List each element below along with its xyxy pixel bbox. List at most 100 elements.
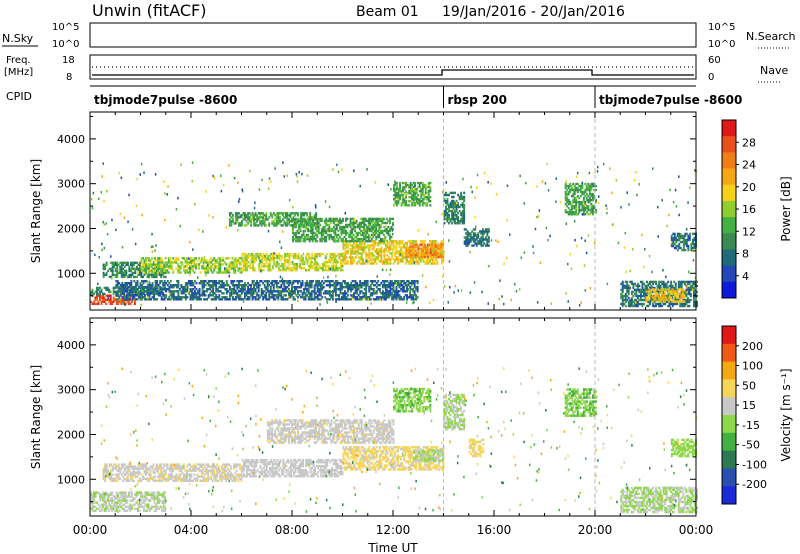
data-cell	[333, 254, 336, 258]
data-cell	[278, 218, 281, 221]
data-cell	[632, 294, 635, 298]
data-cell	[644, 296, 647, 300]
data-cell	[392, 246, 395, 249]
data-cell	[436, 244, 439, 247]
data-cell	[297, 252, 300, 256]
data-cell	[404, 284, 407, 287]
data-cell	[294, 267, 297, 270]
data-cell	[129, 267, 132, 271]
data-cell	[403, 256, 406, 259]
data-cell	[397, 256, 399, 259]
data-cell	[412, 242, 415, 245]
data-cell	[259, 263, 262, 266]
data-cell	[251, 282, 254, 285]
data-cell	[295, 212, 298, 215]
data-cell	[342, 237, 344, 241]
data-cell	[169, 290, 172, 293]
data-cell	[360, 286, 363, 289]
data-cell	[122, 284, 125, 287]
data-cell	[200, 294, 203, 297]
data-cell	[417, 202, 420, 205]
data-cell	[253, 296, 256, 299]
data-cell	[223, 271, 226, 274]
data-cell	[402, 196, 405, 199]
data-cell	[328, 227, 331, 231]
data-cell	[163, 269, 166, 272]
data-cell	[189, 296, 192, 299]
data-cell	[443, 197, 446, 201]
data-cell	[411, 251, 414, 254]
data-cell	[286, 218, 289, 221]
data-cell	[684, 240, 687, 244]
data-cell	[386, 244, 389, 247]
data-cell	[307, 292, 310, 295]
data-cell	[641, 288, 644, 292]
data-cell	[436, 248, 439, 251]
data-cell	[461, 197, 464, 201]
data-cell	[381, 221, 384, 225]
data-cell	[215, 290, 218, 293]
data-cell	[274, 298, 277, 301]
data-cell	[573, 188, 576, 192]
data-cell	[465, 232, 468, 235]
data-cell	[581, 207, 584, 210]
data-cell	[319, 286, 322, 289]
data-cell	[683, 298, 686, 302]
data-cell	[663, 292, 666, 295]
data-cell	[342, 256, 345, 259]
data-cell	[424, 202, 427, 205]
data-cell	[217, 265, 220, 268]
data-cell	[384, 248, 387, 251]
data-cell	[332, 260, 335, 264]
data-cell	[401, 240, 404, 243]
data-cell	[361, 229, 364, 233]
data-cell	[119, 294, 122, 297]
data-cell	[643, 302, 645, 306]
data-cell	[169, 284, 172, 287]
data-cell	[676, 248, 679, 252]
data-cell	[590, 182, 593, 186]
data-cell	[588, 196, 591, 200]
data-cell	[256, 220, 259, 223]
data-cell	[297, 296, 299, 299]
data-cell	[260, 224, 263, 227]
data-cell	[300, 296, 303, 299]
data-cell	[312, 265, 315, 268]
data-cell	[448, 222, 450, 225]
data-cell	[384, 229, 387, 233]
data-cell	[359, 262, 362, 265]
data-cell	[375, 250, 378, 253]
data-cell	[256, 252, 259, 256]
data-cell	[385, 217, 388, 221]
data-cell	[693, 288, 695, 292]
data-cell	[409, 296, 412, 299]
data-cell	[96, 296, 99, 300]
data-cell	[412, 204, 415, 207]
data-cell	[683, 294, 686, 297]
data-cell	[668, 302, 671, 306]
data-cell	[323, 225, 326, 229]
data-cell	[228, 263, 231, 266]
data-cell	[143, 267, 146, 270]
data-cell	[277, 214, 280, 217]
data-cell	[391, 298, 393, 301]
data-cell	[152, 267, 155, 271]
data-cell	[643, 288, 645, 292]
data-cell	[373, 217, 376, 221]
data-cell	[417, 185, 420, 189]
data-cell	[337, 239, 340, 243]
data-cell	[344, 286, 346, 289]
data-cell	[397, 290, 399, 293]
noise-panel	[89, 22, 697, 48]
data-cell	[400, 246, 403, 249]
data-cell	[226, 271, 229, 274]
data-cell	[369, 223, 372, 227]
data-cell	[361, 239, 364, 243]
data-cell	[244, 288, 246, 291]
data-cell	[593, 196, 596, 200]
data-cell	[290, 252, 292, 256]
data-cell	[118, 286, 121, 289]
data-cell	[122, 290, 125, 293]
data-cell	[99, 294, 102, 297]
data-cell	[393, 187, 395, 191]
